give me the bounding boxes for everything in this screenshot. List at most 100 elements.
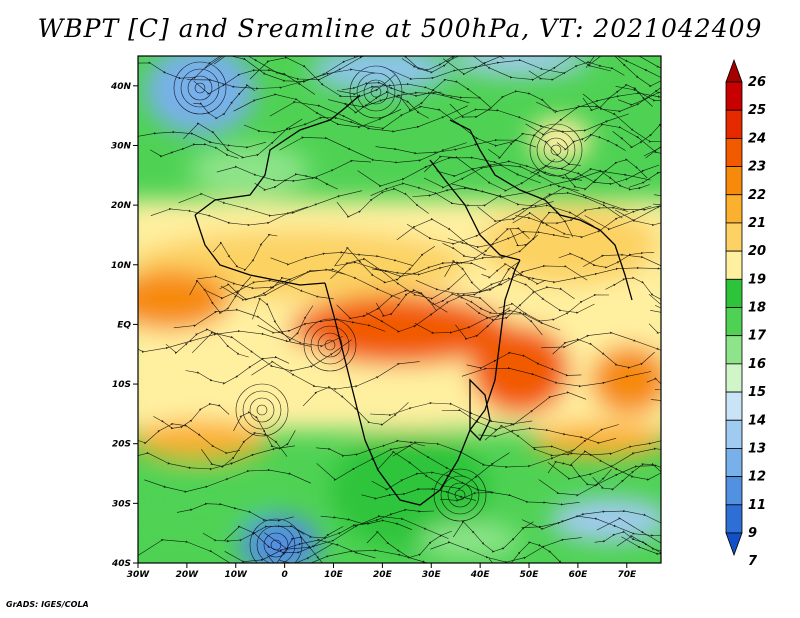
streamline xyxy=(648,293,661,306)
streamline xyxy=(628,169,661,205)
lat-tick-label: EQ xyxy=(117,320,131,330)
colorbar-segment xyxy=(725,391,743,421)
lon-tick-label: 10W xyxy=(225,570,249,580)
circulation-swirl xyxy=(310,325,350,365)
streamline xyxy=(547,461,612,487)
lon-tick-label: 30E xyxy=(422,570,442,580)
circulation-swirl xyxy=(173,61,227,115)
streamline xyxy=(365,293,497,333)
circulation-swirl xyxy=(194,82,206,94)
lat-tick-label: 30N xyxy=(111,141,132,151)
streamline xyxy=(197,268,346,290)
circulation-swirl xyxy=(187,75,213,101)
colorbar-top-arrow xyxy=(725,58,743,83)
colorbar-segment xyxy=(725,335,743,365)
streamline xyxy=(488,541,562,563)
streamline xyxy=(183,118,303,159)
lat-tick-label: 20N xyxy=(111,201,132,211)
circulation-swirl xyxy=(536,130,576,170)
circulation-swirl xyxy=(256,525,296,563)
lat-tick-label: 10S xyxy=(112,380,131,390)
circulation-swirl xyxy=(543,137,569,163)
streamline xyxy=(528,60,625,81)
colorbar-label: 21 xyxy=(748,216,766,231)
colorbar-segment xyxy=(725,109,743,139)
circulation-swirl xyxy=(180,68,220,108)
circulation-swirl xyxy=(235,383,289,437)
streamline xyxy=(453,520,534,553)
colorbar-label: 24 xyxy=(748,131,766,146)
streamline xyxy=(144,468,311,493)
colorbar-label: 7 xyxy=(748,554,758,569)
colorbar-segment xyxy=(725,194,743,224)
colorbar-label: 13 xyxy=(748,441,766,456)
colorbar-label: 11 xyxy=(748,498,766,513)
streamline xyxy=(666,317,735,337)
streamline xyxy=(543,186,661,211)
streamline xyxy=(639,56,661,75)
colorbar-segment xyxy=(725,278,743,308)
circulation-swirl xyxy=(270,539,282,551)
streamline xyxy=(584,123,661,158)
circulation-swirl xyxy=(242,390,282,430)
colorbar-label: 9 xyxy=(748,526,757,541)
streamline xyxy=(594,530,661,553)
circulation-swirl xyxy=(363,79,389,105)
colorbar-segment xyxy=(725,419,743,449)
streamline xyxy=(643,146,661,157)
lon-tick-label: 30W xyxy=(127,570,151,580)
circulation-swirl xyxy=(349,65,403,119)
lat-tick-label: 40S xyxy=(111,559,131,569)
colorbar-segment xyxy=(725,250,743,280)
streamline xyxy=(645,146,661,159)
streamline xyxy=(302,385,409,426)
lon-tick-label: 70E xyxy=(617,570,637,580)
colorbar-label: 20 xyxy=(748,244,766,259)
streamline xyxy=(457,277,595,314)
streamline xyxy=(396,217,538,260)
streamline xyxy=(423,155,555,192)
streamline xyxy=(254,173,338,191)
colorbar-bottom-arrow xyxy=(725,532,743,557)
streamline xyxy=(185,355,290,385)
streamline xyxy=(138,329,312,353)
lat-tick-label: 10N xyxy=(111,261,132,271)
circulation-swirl xyxy=(249,397,275,423)
colorbar: 26 25 24 23 22 21 20 19 18 17 16 15 14 13 12 11 9 7 xyxy=(725,58,767,569)
streamline xyxy=(612,117,661,149)
colorbar-label: 23 xyxy=(748,160,766,175)
lat-tick-label: 20S xyxy=(112,440,131,450)
circulation-swirl xyxy=(256,404,268,416)
colorbar-label: 14 xyxy=(748,413,766,428)
streamline xyxy=(336,187,429,218)
colorbar-segment xyxy=(725,137,743,167)
circulation-swirl xyxy=(454,489,466,501)
lat-tick-label: 40N xyxy=(110,82,132,92)
circulation-swirl xyxy=(303,318,357,372)
streamline xyxy=(336,82,480,99)
lon-tick-label: 10E xyxy=(324,570,344,580)
streamline xyxy=(440,491,580,506)
streamline xyxy=(176,502,294,522)
streamline xyxy=(153,402,230,430)
colorbar-segment xyxy=(725,166,743,196)
streamline xyxy=(334,246,436,284)
streamline xyxy=(441,391,587,431)
streamline xyxy=(279,136,467,164)
colorbar-label: 25 xyxy=(748,103,766,118)
streamline xyxy=(392,441,576,469)
colorbar-segment xyxy=(725,504,743,534)
colorbar-label: 18 xyxy=(748,301,766,316)
colorbar-label: 22 xyxy=(748,188,766,203)
streamline xyxy=(138,538,333,563)
colorbar-label: 26 xyxy=(748,75,766,90)
circulation-swirl xyxy=(529,123,583,177)
circulation-swirl xyxy=(550,144,562,156)
streamline xyxy=(173,308,343,348)
lon-tick-label: 20E xyxy=(373,570,393,580)
colorbar-segment xyxy=(725,363,743,393)
colorbar-label: 17 xyxy=(748,329,767,344)
circulation-swirl xyxy=(447,482,473,508)
colorbar-segment xyxy=(725,81,743,111)
